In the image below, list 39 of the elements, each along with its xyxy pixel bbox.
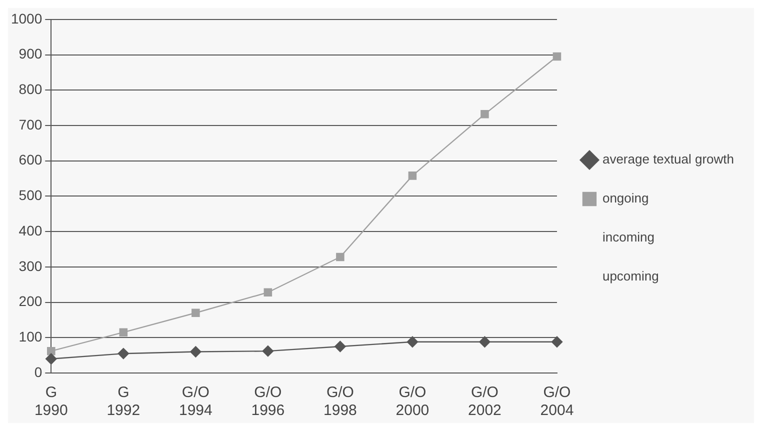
point bbox=[46, 353, 57, 364]
point bbox=[192, 308, 200, 318]
y-tick-label: 500 bbox=[18, 187, 42, 204]
point bbox=[264, 288, 272, 297]
y-tick-label: 100 bbox=[18, 328, 42, 344]
y-tick-label: 1000 bbox=[10, 10, 42, 26]
x-tick-label: G/O 1994 bbox=[178, 384, 212, 420]
legend-label: ongoing bbox=[602, 190, 649, 206]
point bbox=[119, 328, 128, 336]
x-tick-label: G/O 2002 bbox=[468, 384, 502, 420]
x-tick-label: G/O 1998 bbox=[324, 384, 357, 420]
text: upcoming bbox=[602, 268, 659, 284]
x-tick-label: G/O 2004 bbox=[540, 384, 574, 420]
point bbox=[406, 336, 418, 348]
x-tick-label: G/O 2000 bbox=[396, 384, 430, 420]
y-tick-label: 0 bbox=[34, 364, 42, 380]
y-tick-label: 200 bbox=[18, 293, 42, 310]
text: incoming bbox=[602, 230, 655, 245]
point bbox=[118, 348, 130, 360]
x-tick-label: G 1992 bbox=[106, 384, 140, 420]
y-tick-label: 800 bbox=[18, 80, 42, 97]
y-tick-label: 400 bbox=[18, 222, 42, 238]
point bbox=[262, 345, 274, 357]
y-tick-label: 300 bbox=[18, 258, 42, 274]
point bbox=[336, 252, 344, 262]
y-tick-label: 700 bbox=[18, 116, 42, 132]
legend-label: average textual growth bbox=[602, 152, 734, 167]
point bbox=[190, 346, 202, 358]
x-tick-label: G 1990 bbox=[34, 384, 68, 420]
point bbox=[408, 172, 417, 180]
x-tick-label: G/O 1996 bbox=[251, 384, 285, 420]
point bbox=[551, 336, 563, 348]
y-tick-label: 600 bbox=[18, 152, 42, 168]
point bbox=[552, 52, 562, 61]
point bbox=[479, 336, 490, 348]
point bbox=[334, 340, 346, 352]
y-tick-label: 900 bbox=[18, 46, 42, 62]
point bbox=[47, 346, 56, 356]
point bbox=[480, 110, 489, 118]
